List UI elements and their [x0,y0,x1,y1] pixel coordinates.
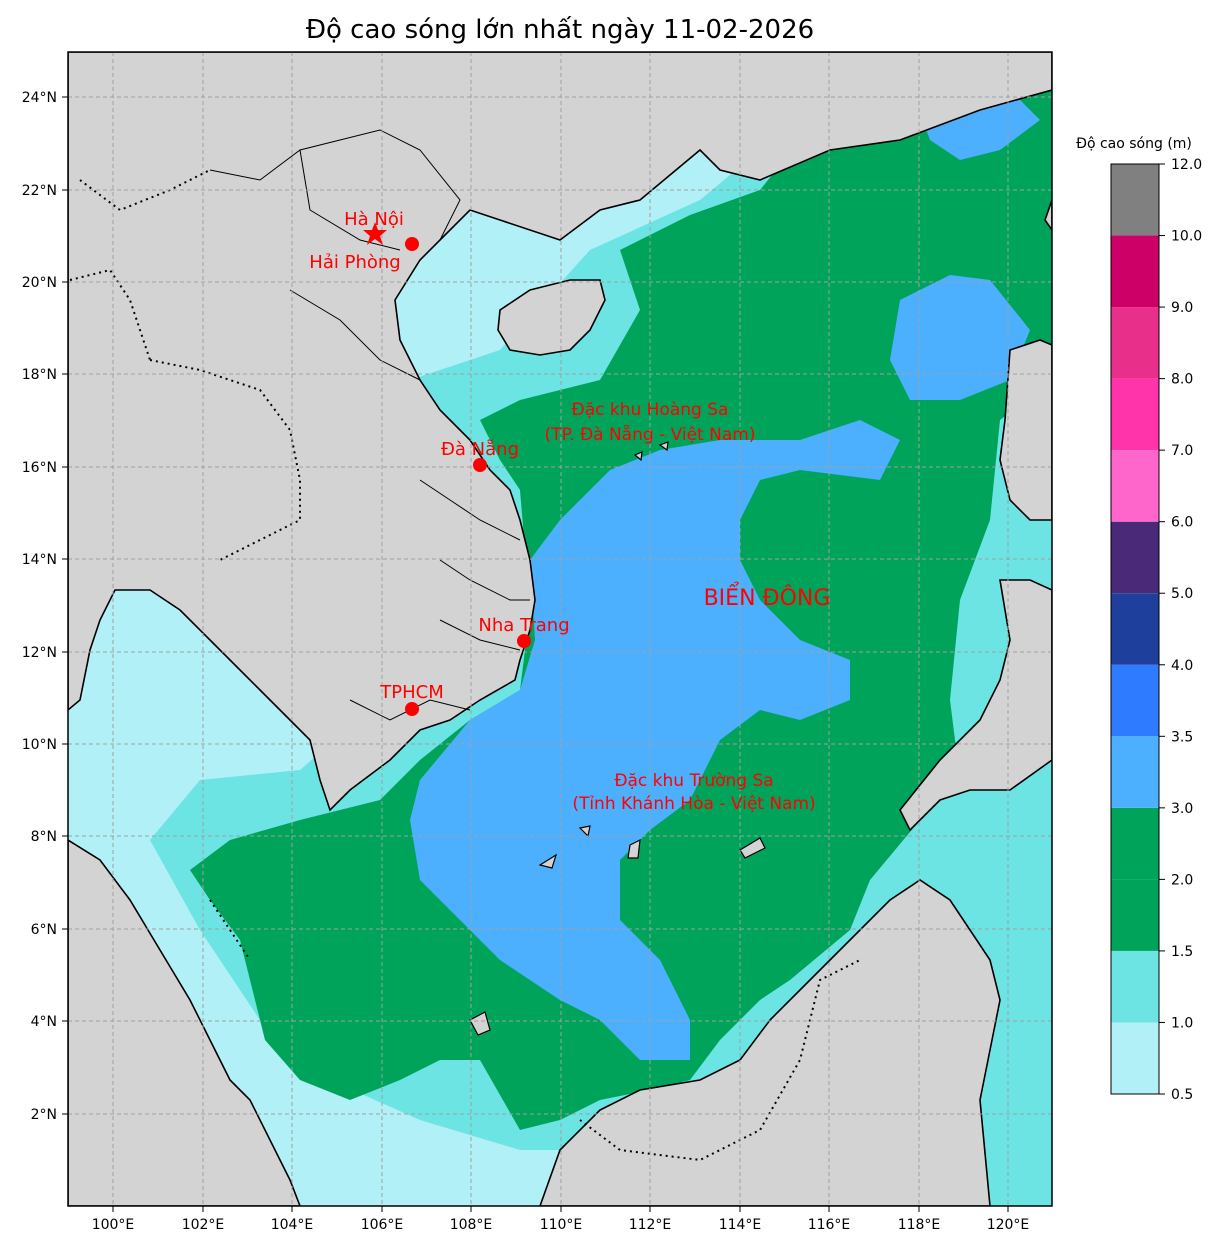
philippines-luzon [999,339,1052,521]
y-tick-label: 8°N [31,829,57,845]
colorbar-tick-label: 3.5 [1171,729,1193,745]
truong-sa-label-line2: (Tỉnh Khánh Hòa - Việt Nam) [572,794,815,814]
colorbar-tick-label: 2.0 [1171,872,1193,888]
tphcm-marker [405,702,419,716]
city-label-nhatrang: Nha Trang [478,615,569,636]
colorbar-tick-label: 1.5 [1171,944,1193,960]
wave-band-2-3-east [890,275,1030,400]
y-tick-label: 18°N [22,367,57,383]
colorbar-title: Độ cao sóng (m) [1076,136,1192,152]
colorbar-tick-label: 4.0 [1171,658,1193,674]
x-tick-label: 114°E [719,1217,762,1233]
graticule [68,52,1052,1206]
colorbar-cell [1111,235,1159,308]
mainland-asia-vietnam [68,52,1052,812]
danang-marker [473,458,487,472]
hanoi-star-marker [363,222,387,245]
x-tick-label: 118°E [898,1217,941,1233]
colorbar-frame [1110,163,1160,1095]
islands [469,441,766,1036]
colorbar-cell [1111,1022,1159,1094]
y-tick-label: 2°N [31,1107,57,1123]
city-label-haiphong: Hải Phòng [309,252,400,273]
colorbar-tick-label: 8.0 [1171,372,1193,388]
colorbar-tick-label: 6.0 [1171,515,1193,531]
y-tick-label: 12°N [22,645,57,661]
x-axis: 100°E 102°E 104°E 106°E 108°E 110°E 112°… [92,1206,1030,1233]
colorbar-tick-label: 1.0 [1171,1015,1193,1031]
x-tick-label: 102°E [182,1217,225,1233]
hoang-sa-label-line2: (TP. Đà Nẵng - Việt Nam) [545,424,756,445]
colorbar-cell [1111,450,1159,522]
colorbar-cell [1111,307,1159,379]
map-title: Độ cao sóng lớn nhất ngày 11-02-2026 [306,15,814,45]
colorbar-ticks: 0.5 1.0 1.5 2.0 3.0 3.5 4.0 5.0 6.0 7.0 8.0 9.0 10.0… [1159,157,1202,1103]
colorbar-tick-label: 9.0 [1171,300,1193,316]
colorbar: Độ cao sóng (m) 0.5 1.0 1.5 2.0 3.0 3.5 4.0 5.0… [1076,136,1202,1103]
x-tick-label: 112°E [629,1217,672,1233]
y-tick-label: 6°N [31,922,57,938]
taiwan-edge [1044,199,1052,232]
philippines-south [899,579,1052,832]
colorbar-cell [1111,164,1159,236]
city-label-hanoi: Hà Nội [344,209,404,230]
colorbar-tick-label: 12.0 [1171,157,1202,173]
city-label-tphcm: TPHCM [379,682,443,703]
colorbar-cell [1111,736,1159,808]
colorbar-cell [1111,378,1159,451]
y-tick-label: 24°N [22,90,57,106]
x-tick-label: 100°E [92,1217,135,1233]
y-tick-label: 20°N [22,275,57,291]
map-area: Hà Nội Hải Phòng Đà Nẵng Nha Trang TPHCM… [68,52,1052,1206]
colorbar-cell [1111,593,1159,665]
city-markers [363,222,531,716]
colorbar-tick-label: 5.0 [1171,586,1193,602]
hainan-island [497,279,606,356]
y-tick-label: 16°N [22,460,57,476]
country-borders [69,169,861,1162]
x-tick-label: 106°E [361,1217,404,1233]
colorbar-cells [1111,164,1159,1094]
truong-sa-label-line1: Đặc khu Trường Sa [614,771,773,791]
province-borders [209,129,530,721]
y-tick-label: 22°N [22,183,57,199]
x-tick-label: 108°E [450,1217,493,1233]
x-tick-label: 110°E [540,1217,583,1233]
haiphong-marker [405,237,419,251]
bien-dong-label: BIỂN ĐÔNG [704,583,831,611]
colorbar-cell [1111,521,1159,594]
x-tick-label: 116°E [808,1217,851,1233]
colorbar-cell [1111,950,1159,1023]
y-axis: 2°N 4°N 6°N 8°N 10°N 12°N 14°N 16°N 18°N… [22,90,68,1123]
nhatrang-marker [517,634,531,648]
colorbar-cell [1111,664,1159,737]
colorbar-tick-label: 10.0 [1171,229,1202,245]
colorbar-cell [1111,879,1159,951]
y-tick-label: 10°N [22,737,57,753]
y-tick-label: 14°N [22,552,57,568]
colorbar-tick-label: 7.0 [1171,443,1193,459]
city-label-danang: Đà Nẵng [441,439,519,460]
x-tick-label: 104°E [271,1217,314,1233]
hoang-sa-label-line1: Đặc khu Hoàng Sa [572,400,729,420]
colorbar-cell [1111,807,1159,880]
x-tick-label: 120°E [987,1217,1030,1233]
y-tick-label: 4°N [31,1014,57,1030]
colorbar-tick-label: 0.5 [1171,1087,1193,1103]
land-layer [68,52,1052,1206]
colorbar-tick-label: 3.0 [1171,801,1193,817]
map-frame [67,51,1053,1207]
